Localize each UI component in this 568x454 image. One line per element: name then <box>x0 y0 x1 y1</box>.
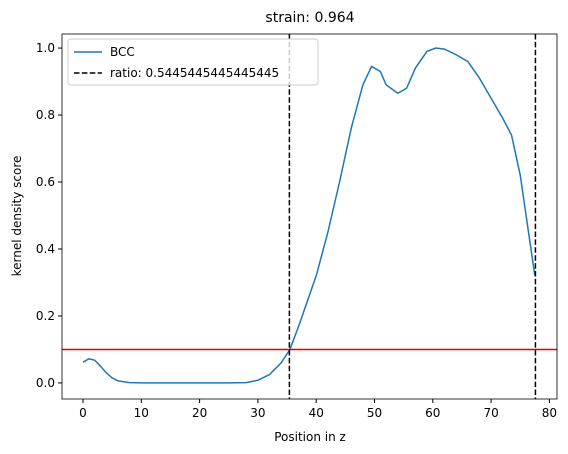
line <box>82 47 536 384</box>
y-tick-label: 0.0 <box>36 376 55 390</box>
x-tick-label: 30 <box>250 406 265 420</box>
x-tick-label: 40 <box>309 406 324 420</box>
y-tick-label: 0.2 <box>36 309 55 323</box>
x-axis-label: Position in z <box>274 430 346 444</box>
legend-label: ratio: 0.5445445445445445 <box>110 66 279 80</box>
x-tick-label: 10 <box>134 406 149 420</box>
y-tick-label: 0.8 <box>36 108 55 122</box>
x-tick-label: 60 <box>425 406 440 420</box>
y-tick-label: 0.4 <box>36 242 55 256</box>
legend-label: BCC <box>110 45 135 59</box>
legend-box <box>67 38 319 86</box>
y-tick-label: 1.0 <box>36 41 55 55</box>
x-tick-label: 0 <box>79 406 87 420</box>
y-tick-label: 0.6 <box>36 175 55 189</box>
x-tick-label: 20 <box>192 406 207 420</box>
chart-title: strain: 0.964 <box>265 10 354 26</box>
axes-frame <box>61 33 558 400</box>
x-tick-label: 50 <box>367 406 382 420</box>
x-tick-label: 70 <box>483 406 498 420</box>
x-tick-label: 80 <box>542 406 557 420</box>
y-axis-label: kernel density score <box>10 156 24 277</box>
